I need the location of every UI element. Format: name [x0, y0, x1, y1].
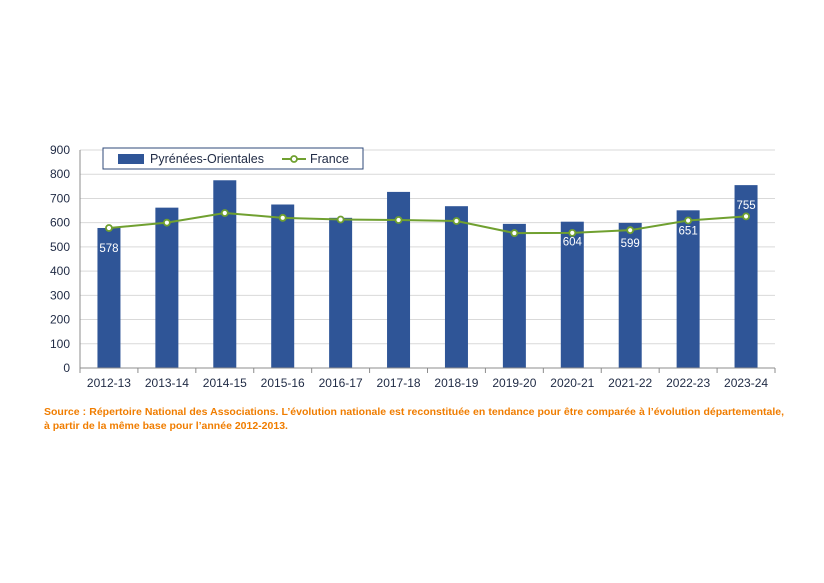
y-tick-label: 600: [50, 216, 70, 230]
bar: [502, 223, 526, 368]
x-tick-label: 2013-14: [145, 376, 189, 390]
x-tick-label: 2018-19: [434, 376, 478, 390]
data-label: 755: [736, 200, 755, 212]
bar: [155, 207, 179, 368]
france-point: [162, 218, 171, 227]
bar: [444, 206, 468, 368]
bar: [329, 217, 353, 368]
source-note: Source : Répertoire National des Associa…: [44, 406, 784, 432]
data-label: 651: [679, 225, 698, 237]
x-tick-label: 2020-21: [550, 376, 594, 390]
y-tick-label: 200: [50, 313, 70, 327]
data-label: 604: [563, 237, 583, 249]
y-tick-label: 500: [50, 240, 70, 254]
x-tick-label: 2016-17: [319, 376, 363, 390]
x-tick-label: 2021-22: [608, 376, 652, 390]
france-point: [626, 226, 635, 235]
x-tick-label: 2015-16: [261, 376, 305, 390]
y-tick-label: 700: [50, 191, 70, 205]
france-line: [108, 211, 747, 235]
bar: [734, 185, 758, 368]
france-point: [568, 228, 577, 237]
bar: [271, 204, 295, 368]
bar: [97, 227, 121, 368]
bar: [560, 221, 584, 368]
x-tick-label: 2023-24: [724, 376, 768, 390]
france-point: [220, 209, 229, 217]
france-point: [742, 212, 750, 221]
y-tick-label: 0: [63, 361, 70, 375]
legend-swatch-marker: [290, 155, 298, 163]
bar: [387, 191, 411, 368]
x-axis: 2012-13 2013-14 2014-15 2015-16 2016-17 2017-…: [79, 367, 776, 390]
y-tick-label: 400: [50, 264, 70, 278]
bar-series: [97, 180, 758, 368]
france-point: [452, 217, 461, 225]
legend-label-pyrenees: Pyrénées-Orientales: [150, 152, 264, 166]
legend: Pyrénées-Orientales France: [102, 147, 364, 170]
france-point: [105, 224, 113, 232]
y-tick-label: 100: [50, 337, 70, 351]
y-tick-label: 900: [50, 143, 70, 157]
data-labels: 578 604 599 651 755: [99, 200, 755, 255]
data-label: 599: [621, 238, 640, 250]
gridlines: [80, 149, 775, 345]
legend-box: [102, 147, 364, 170]
x-tick-label: 2014-15: [203, 376, 247, 390]
france-point: [278, 213, 287, 222]
line-series: [105, 209, 750, 237]
x-tick-label: 2022-23: [666, 376, 710, 390]
x-tick-label: 2019-20: [492, 376, 536, 390]
bar: [213, 180, 237, 368]
france-point: [510, 229, 519, 237]
y-tick-label: 300: [50, 288, 70, 302]
y-axis: 0 100 200 300 400 500 600 700 800 900: [50, 143, 81, 375]
x-tick-label: 2012-13: [87, 376, 131, 390]
france-point: [336, 215, 345, 224]
legend-swatch-bar: [118, 154, 144, 164]
france-point: [684, 216, 693, 225]
chart: 0 100 200 300 400 500 600 700 800 900 578 604 599 65…: [50, 143, 776, 390]
legend-label-france: France: [310, 152, 349, 166]
bar: [676, 210, 700, 368]
france-point: [394, 216, 403, 224]
data-label: 578: [99, 243, 118, 255]
x-tick-label: 2017-18: [377, 376, 421, 390]
y-tick-label: 800: [50, 167, 70, 181]
bar: [618, 222, 642, 368]
